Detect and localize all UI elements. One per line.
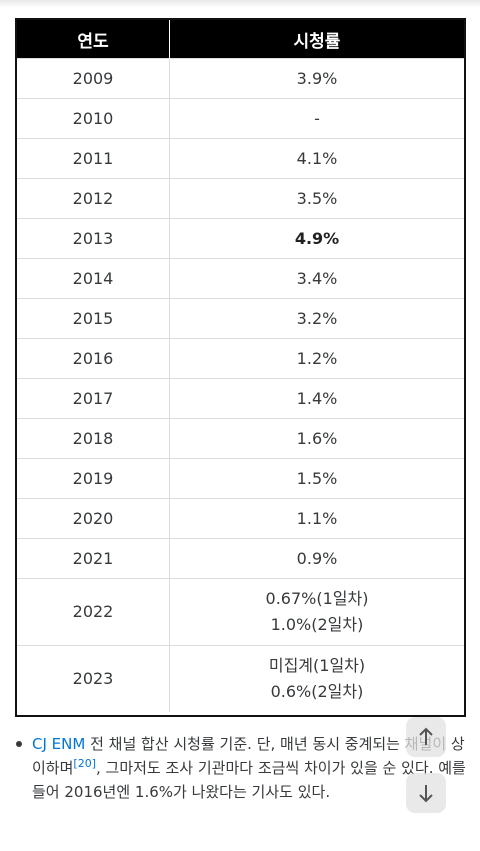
table-row: 2023 미집계(1일차) 0.6%(2일차) [17,645,464,712]
rating-cell: 1.5% [169,458,464,499]
rating-cell: 4.1% [169,138,464,179]
table-row: 2016 1.2% [17,338,464,379]
footnote-paragraph: CJ ENM 전 채널 합산 시청률 기준. 단, 매년 동시 중계되는 채널이… [16,732,472,804]
rating-line: 0.6%(2일차) [270,682,364,701]
year-cell: 2012 [17,178,170,219]
table-row: 2020 1.1% [17,498,464,539]
note-text-2: , 그마저도 조사 기관마다 조금씩 차이가 있을 순 있다. 예를 들어 20… [32,759,466,801]
rating-cell: 1.4% [169,378,464,419]
note-text-1: 전 채널 합산 시청률 기준. 단, 매년 동시 중계되는 채널이 상이하며 [32,735,465,777]
year-cell: 2016 [17,338,170,379]
rating-cell: 3.5% [169,178,464,219]
table-row: 2013 4.9% [17,218,464,259]
year-cell: 2021 [17,538,170,579]
table-row: 2009 3.9% [17,58,464,99]
arrow-down-icon [419,785,433,803]
arrow-up-icon [419,727,433,745]
table-row: 2011 4.1% [17,138,464,179]
year-cell: 2017 [17,378,170,419]
rating-line: 1.0%(2일차) [270,615,364,634]
table-row: 2021 0.9% [17,538,464,579]
rating-cell: 1.6% [169,418,464,459]
table-row: 2019 1.5% [17,458,464,499]
header-year: 연도 [17,20,170,59]
scroll-up-button[interactable] [406,717,446,757]
rating-cell: 4.9% [169,218,464,259]
table-row: 2022 0.67%(1일차) 1.0%(2일차) [17,578,464,646]
rating-cell: 미집계(1일차) 0.6%(2일차) [169,645,464,712]
year-cell: 2023 [17,645,170,712]
year-cell: 2015 [17,298,170,339]
table-row: 2017 1.4% [17,378,464,419]
footnote-ref-link[interactable]: [20] [73,757,96,770]
rating-line: 미집계(1일차) [268,656,366,675]
table-row: 2012 3.5% [17,178,464,219]
year-cell: 2011 [17,138,170,179]
rating-cell: - [169,98,464,139]
table-row: 2010- [17,98,464,139]
cj-enm-link[interactable]: CJ ENM [32,735,86,753]
year-cell: 2009 [17,58,170,99]
year-cell: 2010 [17,98,170,139]
ratings-table: 연도 시청률 2009 3.9% 2010-2011 4.1% 2012 3.5% 2013… [15,18,466,717]
table-row: 2015 3.2% [17,298,464,339]
rating-cell: 3.9% [169,58,464,99]
year-cell: 2019 [17,458,170,499]
scroll-down-button[interactable] [406,773,446,813]
rating-cell: 1.2% [169,338,464,379]
rating-cell: 0.9% [169,538,464,579]
table-row: 2018 1.6% [17,418,464,459]
header-rating: 시청률 [169,20,464,59]
bullet-dot [16,741,22,747]
rating-line: 0.67%(1일차) [265,589,369,608]
year-cell: 2022 [17,578,170,646]
table-header-row: 연도 시청률 [17,20,464,59]
rating-value-highlight: 4.9% [294,229,340,248]
top-scroll-shade [0,0,480,8]
year-cell: 2013 [17,218,170,259]
year-cell: 2020 [17,498,170,539]
year-cell: 2018 [17,418,170,459]
rating-cell: 3.2% [169,298,464,339]
year-cell: 2014 [17,258,170,299]
rating-cell: 3.4% [169,258,464,299]
rating-cell: 0.67%(1일차) 1.0%(2일차) [169,578,464,646]
rating-cell: 1.1% [169,498,464,539]
table-row: 2014 3.4% [17,258,464,299]
